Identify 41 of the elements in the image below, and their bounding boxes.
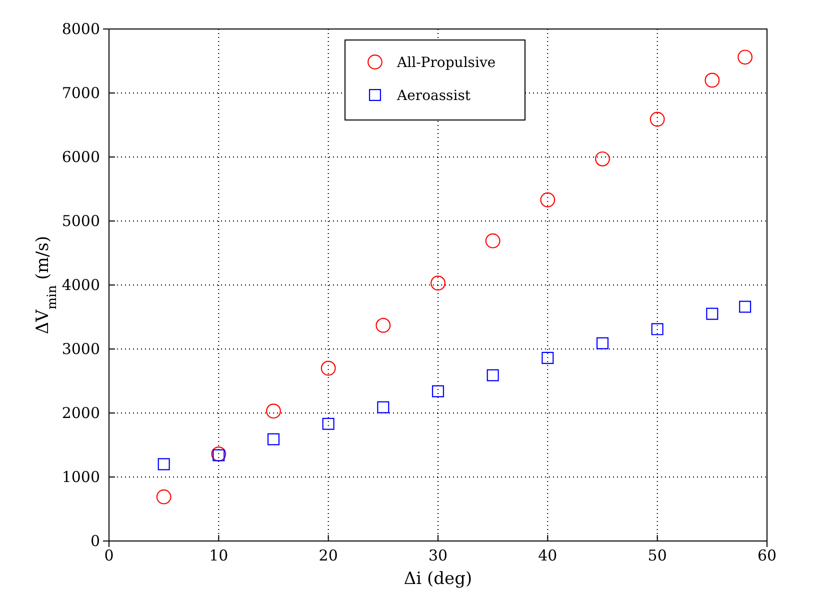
x-axis-title: Δi (deg) [404,569,472,589]
y-tick-label: 7000 [62,84,100,102]
x-tick-label: 50 [648,546,667,565]
y-tick-label: 8000 [62,20,100,38]
y-tick-label: 1000 [62,468,100,486]
point [595,151,610,166]
point [156,489,172,504]
y-tick-label: 2000 [62,404,100,422]
point [738,50,753,65]
x-tick-label: 0 [104,546,114,565]
point [739,300,752,313]
point [376,318,391,333]
y-tick-label: 6000 [62,148,100,166]
x-tick-label: 60 [757,546,777,565]
y-tick-label: 3000 [62,340,100,358]
point [485,233,500,248]
point [540,192,556,208]
point [706,308,718,320]
y-tick-label: 0 [90,532,100,550]
point [486,369,499,382]
point [158,458,170,470]
point [430,276,446,291]
x-tick-label: 10 [209,546,228,565]
y-tick-label: 4000 [62,276,100,294]
x-tick-label: 20 [318,546,338,565]
x-tick-label: 40 [538,546,558,565]
point [432,385,444,398]
y-tick-label: 5000 [62,212,100,230]
point [542,352,554,364]
point [650,112,665,127]
legend-label: All-Propulsive [396,55,496,71]
point [377,401,390,414]
legend-label: Aeroassist [396,88,471,104]
point [704,72,720,88]
point [266,404,281,419]
point [320,360,336,376]
point [651,323,664,336]
point [322,418,334,430]
x-tick-label: 30 [428,546,448,565]
point [267,433,280,446]
point [596,337,609,350]
